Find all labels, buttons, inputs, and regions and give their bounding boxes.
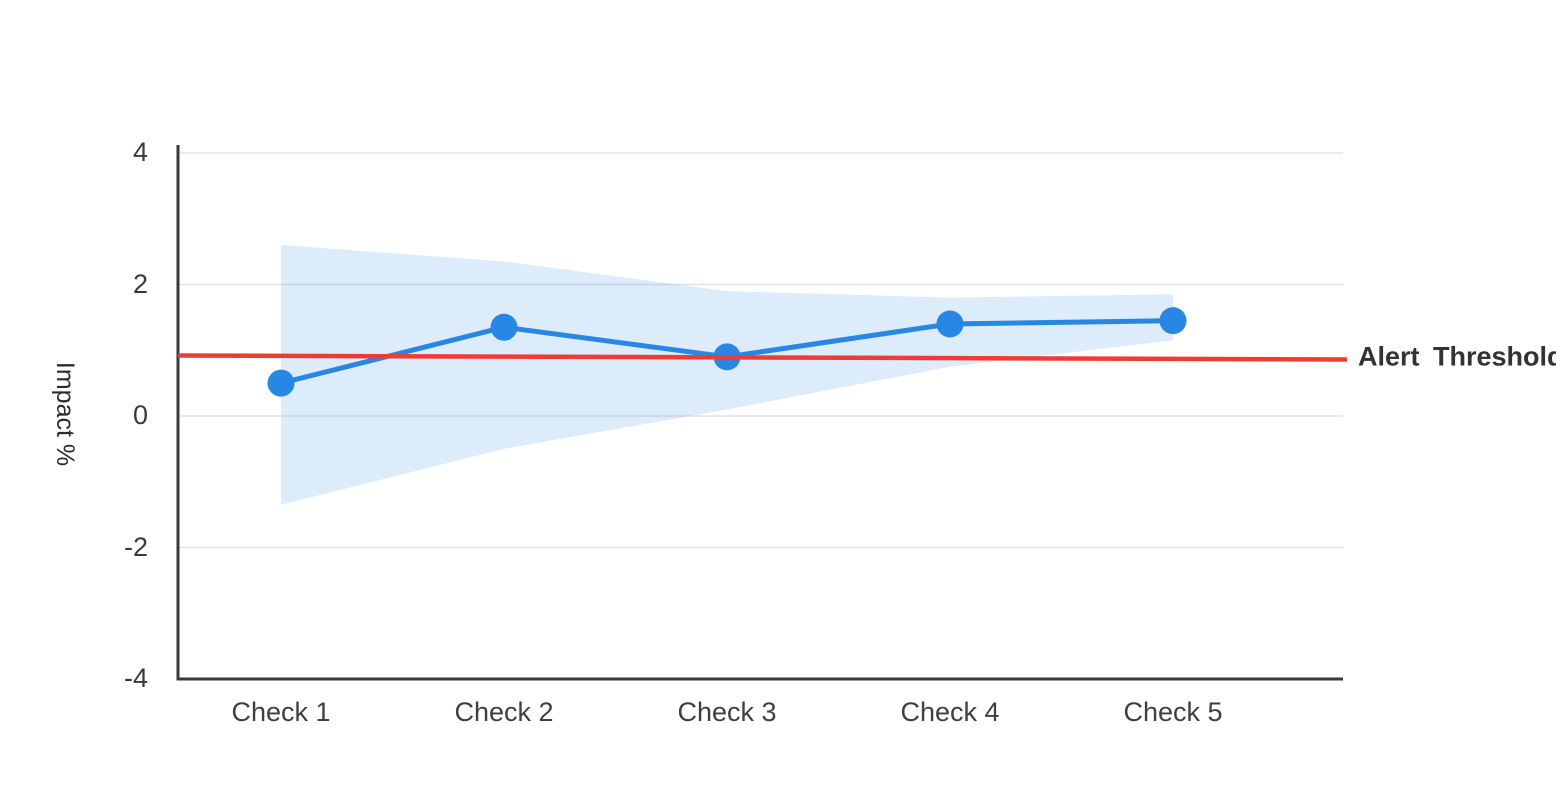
y-tick-neg2: -2 bbox=[123, 531, 148, 562]
data-point-1 bbox=[267, 369, 295, 397]
threshold-line bbox=[177, 353, 1348, 362]
x-tick-check-3: Check 3 bbox=[677, 697, 777, 727]
x-tick-check-5: Check 5 bbox=[1123, 697, 1223, 727]
x-tick-check-4: Check 4 bbox=[900, 697, 1000, 727]
data-point-2 bbox=[490, 313, 518, 341]
y-tick-0: 0 bbox=[132, 399, 148, 430]
x-tick-check-1: Check 1 bbox=[231, 697, 331, 727]
data-point-5 bbox=[1159, 307, 1187, 335]
y-axis-title: Impact % bbox=[51, 361, 79, 467]
y-tick-4: 4 bbox=[132, 136, 148, 167]
data-point-4 bbox=[936, 310, 964, 338]
y-tick-2: 2 bbox=[132, 268, 148, 299]
confidence-band bbox=[281, 245, 1173, 505]
y-tick-neg4: -4 bbox=[123, 662, 148, 693]
threshold-label: Alert Threshold bbox=[1358, 341, 1556, 372]
x-tick-check-2: Check 2 bbox=[454, 697, 554, 727]
